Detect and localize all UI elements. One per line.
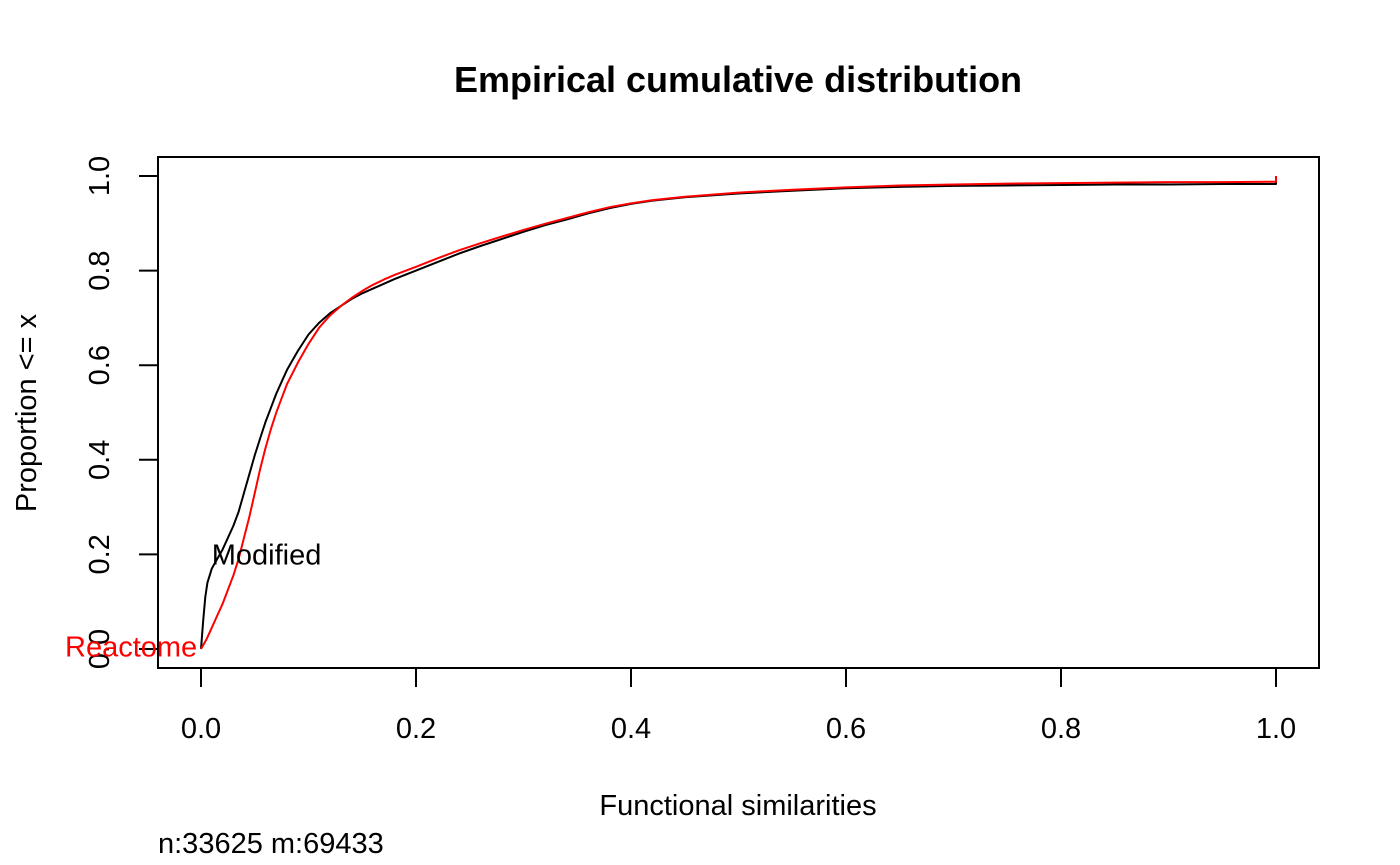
series-layer — [200, 176, 1277, 650]
annotation-layer: Modified Reactome — [65, 539, 321, 663]
sample-size-footnote: n:33625 m:69433 — [158, 828, 384, 860]
annotation-modified: Modified — [212, 539, 322, 571]
y-tick-label: 0.2 — [84, 534, 116, 574]
y-tick-label: 1.0 — [84, 156, 116, 196]
x-tick-label: 0.4 — [611, 713, 651, 745]
y-axis: 0.0 0.2 0.4 0.6 0.8 1.0 — [84, 156, 159, 669]
plot-frame — [157, 156, 1320, 669]
y-tick-label: 0.6 — [84, 345, 116, 385]
x-tick-label: 0.2 — [396, 713, 436, 745]
x-tick-label: 0.0 — [181, 713, 221, 745]
x-axis: 0.0 0.2 0.4 0.6 0.8 1.0 — [181, 667, 1296, 745]
series-line-modified — [200, 180, 1277, 650]
y-tick-label: 0.4 — [84, 440, 116, 480]
x-tick-label: 0.8 — [1041, 713, 1081, 745]
x-tick-label: 0.6 — [826, 713, 866, 745]
y-tick-label: 0.0 — [84, 629, 116, 669]
chart-title: Empirical cumulative distribution — [454, 59, 1022, 100]
y-tick-label: 0.8 — [84, 250, 116, 290]
y-axis-label: Proportion <= x — [11, 313, 43, 512]
x-tick-label: 1.0 — [1256, 713, 1296, 745]
annotation-reactome: Reactome — [65, 632, 197, 664]
x-axis-label: Functional similarities — [599, 790, 876, 822]
series-line-reactome — [200, 176, 1277, 650]
